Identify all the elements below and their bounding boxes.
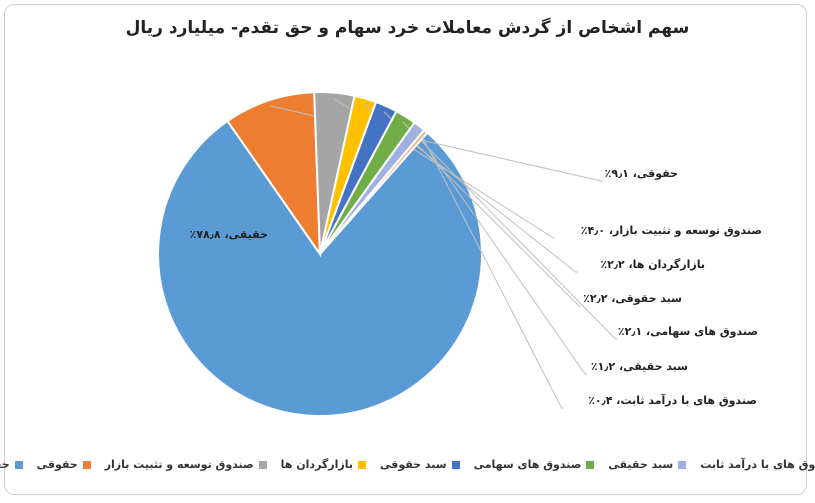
legend-swatch [258,460,267,469]
legend-label: صندوق توسعه و تثبیت بازار [104,458,254,471]
data-label: صندوق های سهامی، ۲٫۱٪ [618,325,758,338]
leader-line [383,111,581,307]
legend-item: حقوقی [37,458,91,471]
legend-label: حقیقی [0,458,10,471]
leader-line [415,130,587,375]
data-label: سبد حقیقی، ۱٫۲٪ [591,360,688,373]
legend-label: حقوقی [36,458,78,471]
legend-swatch [586,460,595,469]
legend-swatch [451,460,460,469]
leader-line [402,121,618,340]
legend-label: سبد حقوقی [380,458,447,471]
legend-swatch [82,460,91,469]
data-label: بازارگردان ها، ۲٫۲٪ [600,258,705,271]
legend-swatch [678,460,687,469]
legend-label: صندوق های با درآمد ثابت [700,458,815,471]
data-label: حقوقی، ۹٫۱٪ [605,167,678,180]
legend-swatch [14,460,23,469]
legend-item: صندوق توسعه و تثبیت بازار [105,458,267,471]
legend-item: صندوق های سهامی [474,458,595,471]
pie-slice [157,119,483,417]
chart-legend: حقیقی حقوقی صندوق توسعه و تثبیت بازار بازار… [0,458,815,471]
leader-line [421,135,564,409]
legend-item: بازارگردان ها [281,458,366,471]
legend-label: سبد حقیقی [608,458,674,471]
pie-slice [319,128,429,255]
legend-item: صندوق های با درآمد ثابت [700,458,815,471]
data-label: صندوق های با درآمد ثابت، ۰٫۴٪ [588,393,757,407]
chart-title: سهم اشخاص از گردش معاملات خرد سهام و حق … [125,18,690,38]
legend-swatch [358,460,366,469]
pie-slice [226,91,322,258]
legend-item: سبد حقوقی [380,458,460,471]
data-label: صندوق توسعه و تثبیت بازار، ۴٫۰٪ [581,224,762,237]
legend-item: حقیقی [0,458,23,471]
data-label: حقیقی، ۷۸٫۸٪ [190,228,268,241]
legend-item: سبد حقیقی [608,458,687,471]
legend-label: صندوق های سهامی [473,458,582,471]
legend-label: بازارگردان ها [280,458,353,471]
data-label: سبد حقوقی، ۲٫۲٪ [583,292,682,305]
